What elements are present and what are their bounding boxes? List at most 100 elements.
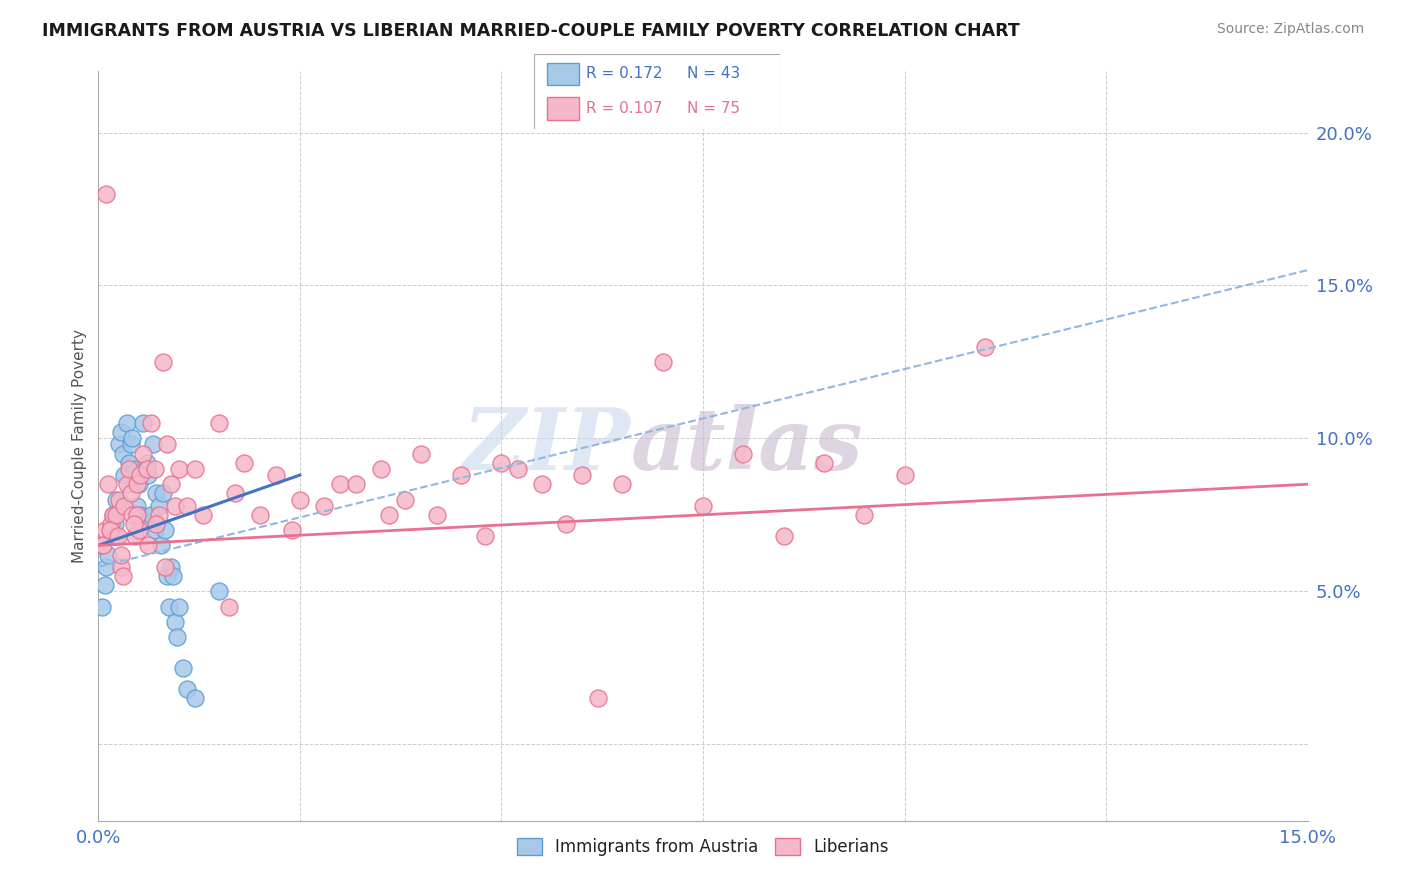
Point (153, 559, 176, 574)
Point (163, 615, 186, 629)
Point (249, 508, 271, 522)
Text: N = 75: N = 75 (686, 102, 740, 116)
Point (127, 477, 149, 491)
Text: Source: ZipAtlas.com: Source: ZipAtlas.com (1216, 22, 1364, 37)
Point (120, 486, 142, 500)
Point (157, 599, 180, 614)
Point (143, 523, 166, 537)
Point (94, 523, 117, 537)
Point (111, 569, 134, 583)
Point (115, 477, 138, 491)
Point (733, 447, 755, 461)
Point (208, 416, 231, 430)
Point (264, 468, 287, 483)
Point (96, 186, 118, 201)
Point (166, 630, 188, 644)
Point (176, 499, 198, 513)
Point (145, 516, 167, 531)
Point (96, 559, 118, 574)
Point (409, 447, 432, 461)
Point (474, 529, 496, 543)
Point (156, 569, 179, 583)
Point (138, 468, 160, 483)
Point (148, 508, 170, 522)
Point (651, 355, 673, 369)
Text: atlas: atlas (630, 404, 863, 488)
Point (162, 569, 184, 583)
Point (97, 477, 120, 491)
Point (134, 516, 156, 531)
Point (135, 462, 157, 476)
Point (370, 462, 392, 476)
Point (105, 508, 128, 522)
Point (97, 548, 120, 562)
Point (163, 499, 186, 513)
Point (107, 437, 129, 451)
Point (105, 492, 128, 507)
Point (167, 462, 190, 476)
Point (91, 538, 114, 552)
Point (571, 468, 593, 483)
Point (110, 425, 132, 440)
Point (112, 499, 135, 513)
Point (172, 661, 194, 675)
Point (112, 468, 135, 483)
Text: R = 0.172: R = 0.172 (586, 67, 662, 81)
Point (893, 468, 915, 483)
Point (103, 516, 125, 531)
Point (329, 477, 352, 491)
Point (426, 508, 449, 522)
Point (150, 538, 173, 552)
Point (853, 508, 876, 522)
Point (184, 691, 207, 706)
Point (135, 456, 157, 470)
Point (232, 456, 254, 470)
Point (586, 691, 609, 706)
Point (129, 508, 152, 522)
Point (128, 477, 150, 491)
Point (100, 516, 122, 531)
Point (450, 468, 472, 483)
Point (974, 340, 997, 354)
Point (107, 492, 129, 507)
Bar (547, 62, 579, 86)
Point (156, 437, 179, 451)
Point (152, 486, 174, 500)
Point (377, 508, 399, 522)
Point (127, 499, 149, 513)
Point (110, 559, 132, 574)
Point (145, 486, 167, 500)
Point (91, 538, 114, 552)
Legend: Immigrants from Austria, Liberians: Immigrants from Austria, Liberians (509, 830, 897, 864)
Point (555, 516, 578, 531)
Point (184, 462, 207, 476)
Point (128, 523, 150, 537)
Point (101, 508, 124, 522)
Point (132, 447, 155, 461)
Point (506, 462, 529, 476)
Point (115, 416, 138, 430)
Text: IMMIGRANTS FROM AUSTRIA VS LIBERIAN MARRIED-COUPLE FAMILY POVERTY CORRELATION CH: IMMIGRANTS FROM AUSTRIA VS LIBERIAN MARR… (42, 22, 1019, 40)
Point (124, 529, 146, 543)
Point (139, 416, 162, 430)
Point (344, 477, 367, 491)
Text: N = 43: N = 43 (686, 67, 740, 81)
Text: R = 0.107: R = 0.107 (586, 102, 662, 116)
Point (692, 499, 714, 513)
Point (530, 477, 553, 491)
Point (103, 529, 125, 543)
Point (148, 499, 170, 513)
Point (218, 599, 240, 614)
Point (224, 486, 246, 500)
Point (118, 456, 141, 470)
Point (160, 559, 183, 574)
Point (121, 431, 143, 445)
Point (139, 508, 162, 522)
Point (813, 456, 835, 470)
Point (121, 508, 143, 522)
Point (612, 477, 634, 491)
Point (111, 447, 134, 461)
Y-axis label: Married-Couple Family Poverty: Married-Couple Family Poverty (72, 329, 87, 563)
Point (288, 492, 311, 507)
Point (127, 508, 149, 522)
